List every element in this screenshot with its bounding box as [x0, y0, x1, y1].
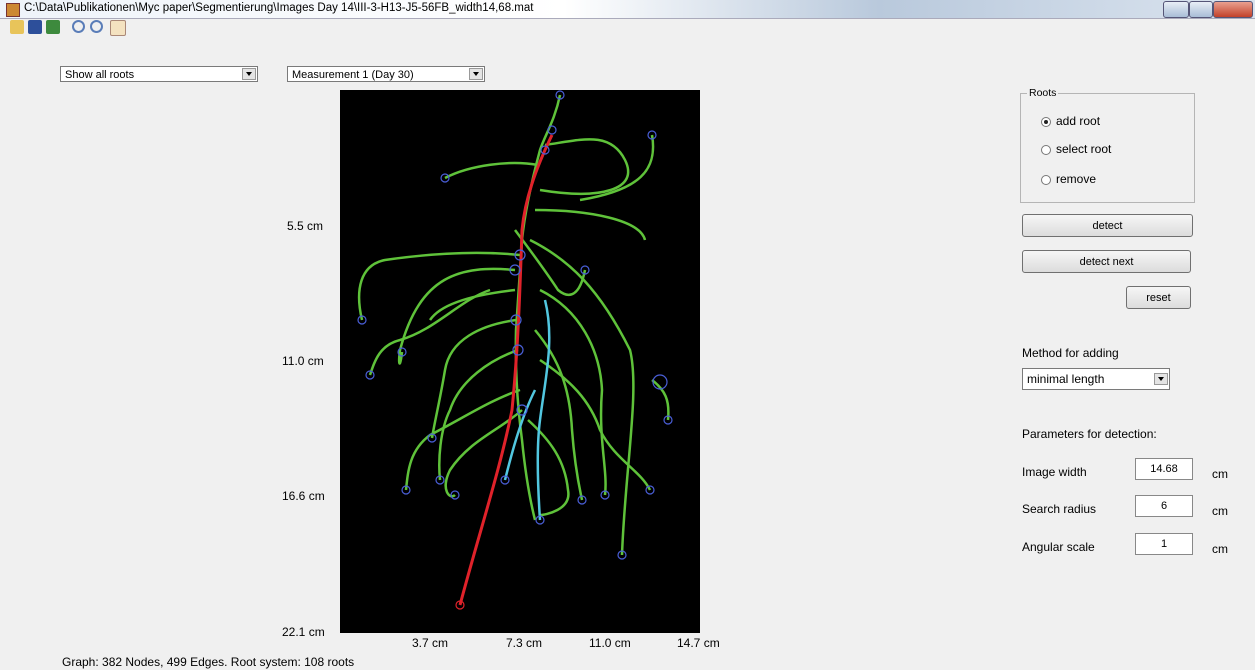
- param-input[interactable]: 1: [1135, 533, 1193, 555]
- radio-label: add root: [1056, 114, 1100, 128]
- param-label: Search radius: [1022, 502, 1096, 516]
- radio-add-root[interactable]: add root: [1041, 114, 1100, 128]
- zoom-out-tool[interactable]: [90, 20, 103, 33]
- detect-next-button[interactable]: detect next: [1022, 250, 1191, 273]
- measurement-dropdown[interactable]: Measurement 1 (Day 30): [287, 66, 485, 82]
- zoom-in-tool[interactable]: [72, 20, 85, 33]
- x-tick-label: 7.3 cm: [506, 636, 542, 650]
- param-input[interactable]: 6: [1135, 495, 1193, 517]
- y-tick-label: 5.5 cm: [287, 219, 323, 233]
- minimize-button[interactable]: [1163, 1, 1189, 18]
- x-tick-label: 11.0 cm: [589, 636, 631, 650]
- param-unit: cm: [1212, 542, 1228, 556]
- y-tick-label: 16.6 cm: [282, 489, 325, 503]
- radio-remove[interactable]: remove: [1041, 172, 1096, 186]
- toolbar: [0, 19, 1255, 37]
- root-image: [340, 90, 700, 633]
- dropdown-value: minimal length: [1027, 372, 1104, 386]
- method-dropdown[interactable]: minimal length: [1022, 368, 1170, 390]
- param-label: Angular scale: [1022, 540, 1095, 554]
- y-tick-label: 22.1 cm: [282, 625, 325, 639]
- dropdown-value: Show all roots: [65, 69, 134, 81]
- export-tool[interactable]: [46, 20, 60, 34]
- parameters-title: Parameters for detection:: [1022, 427, 1157, 441]
- close-button[interactable]: [1213, 1, 1253, 18]
- radio-select-root[interactable]: select root: [1041, 142, 1111, 156]
- view-dropdown[interactable]: Show all roots: [60, 66, 258, 82]
- app-icon: [6, 3, 20, 17]
- save-tool[interactable]: [28, 20, 42, 34]
- param-input[interactable]: 14.68: [1135, 458, 1193, 480]
- pan-tool[interactable]: [110, 20, 126, 36]
- dropdown-value: Measurement 1 (Day 30): [292, 69, 414, 81]
- detect-button[interactable]: detect: [1022, 214, 1193, 237]
- radio-label: select root: [1056, 142, 1111, 156]
- app-window: {"window": {"title": "C:\\Data\\Publikat…: [0, 0, 1255, 670]
- roots-panel: Roots add root select root remove: [1020, 93, 1195, 203]
- maximize-button[interactable]: [1189, 1, 1213, 18]
- method-label: Method for adding: [1022, 346, 1119, 360]
- panel-title: Roots: [1027, 87, 1058, 99]
- radio-label: remove: [1056, 172, 1096, 186]
- status-text: Graph: 382 Nodes, 499 Edges. Root system…: [62, 655, 354, 669]
- param-label: Image width: [1022, 465, 1087, 479]
- param-unit: cm: [1212, 504, 1228, 518]
- x-tick-label: 14.7 cm: [677, 636, 720, 650]
- open-tool[interactable]: [10, 20, 24, 34]
- window-title: C:\Data\Publikationen\Myc paper\Segmenti…: [24, 2, 533, 14]
- title-bar: C:\Data\Publikationen\Myc paper\Segmenti…: [0, 0, 1255, 19]
- param-unit: cm: [1212, 467, 1228, 481]
- y-tick-label: 11.0 cm: [282, 354, 324, 368]
- x-tick-label: 3.7 cm: [412, 636, 448, 650]
- reset-button[interactable]: reset: [1126, 286, 1191, 309]
